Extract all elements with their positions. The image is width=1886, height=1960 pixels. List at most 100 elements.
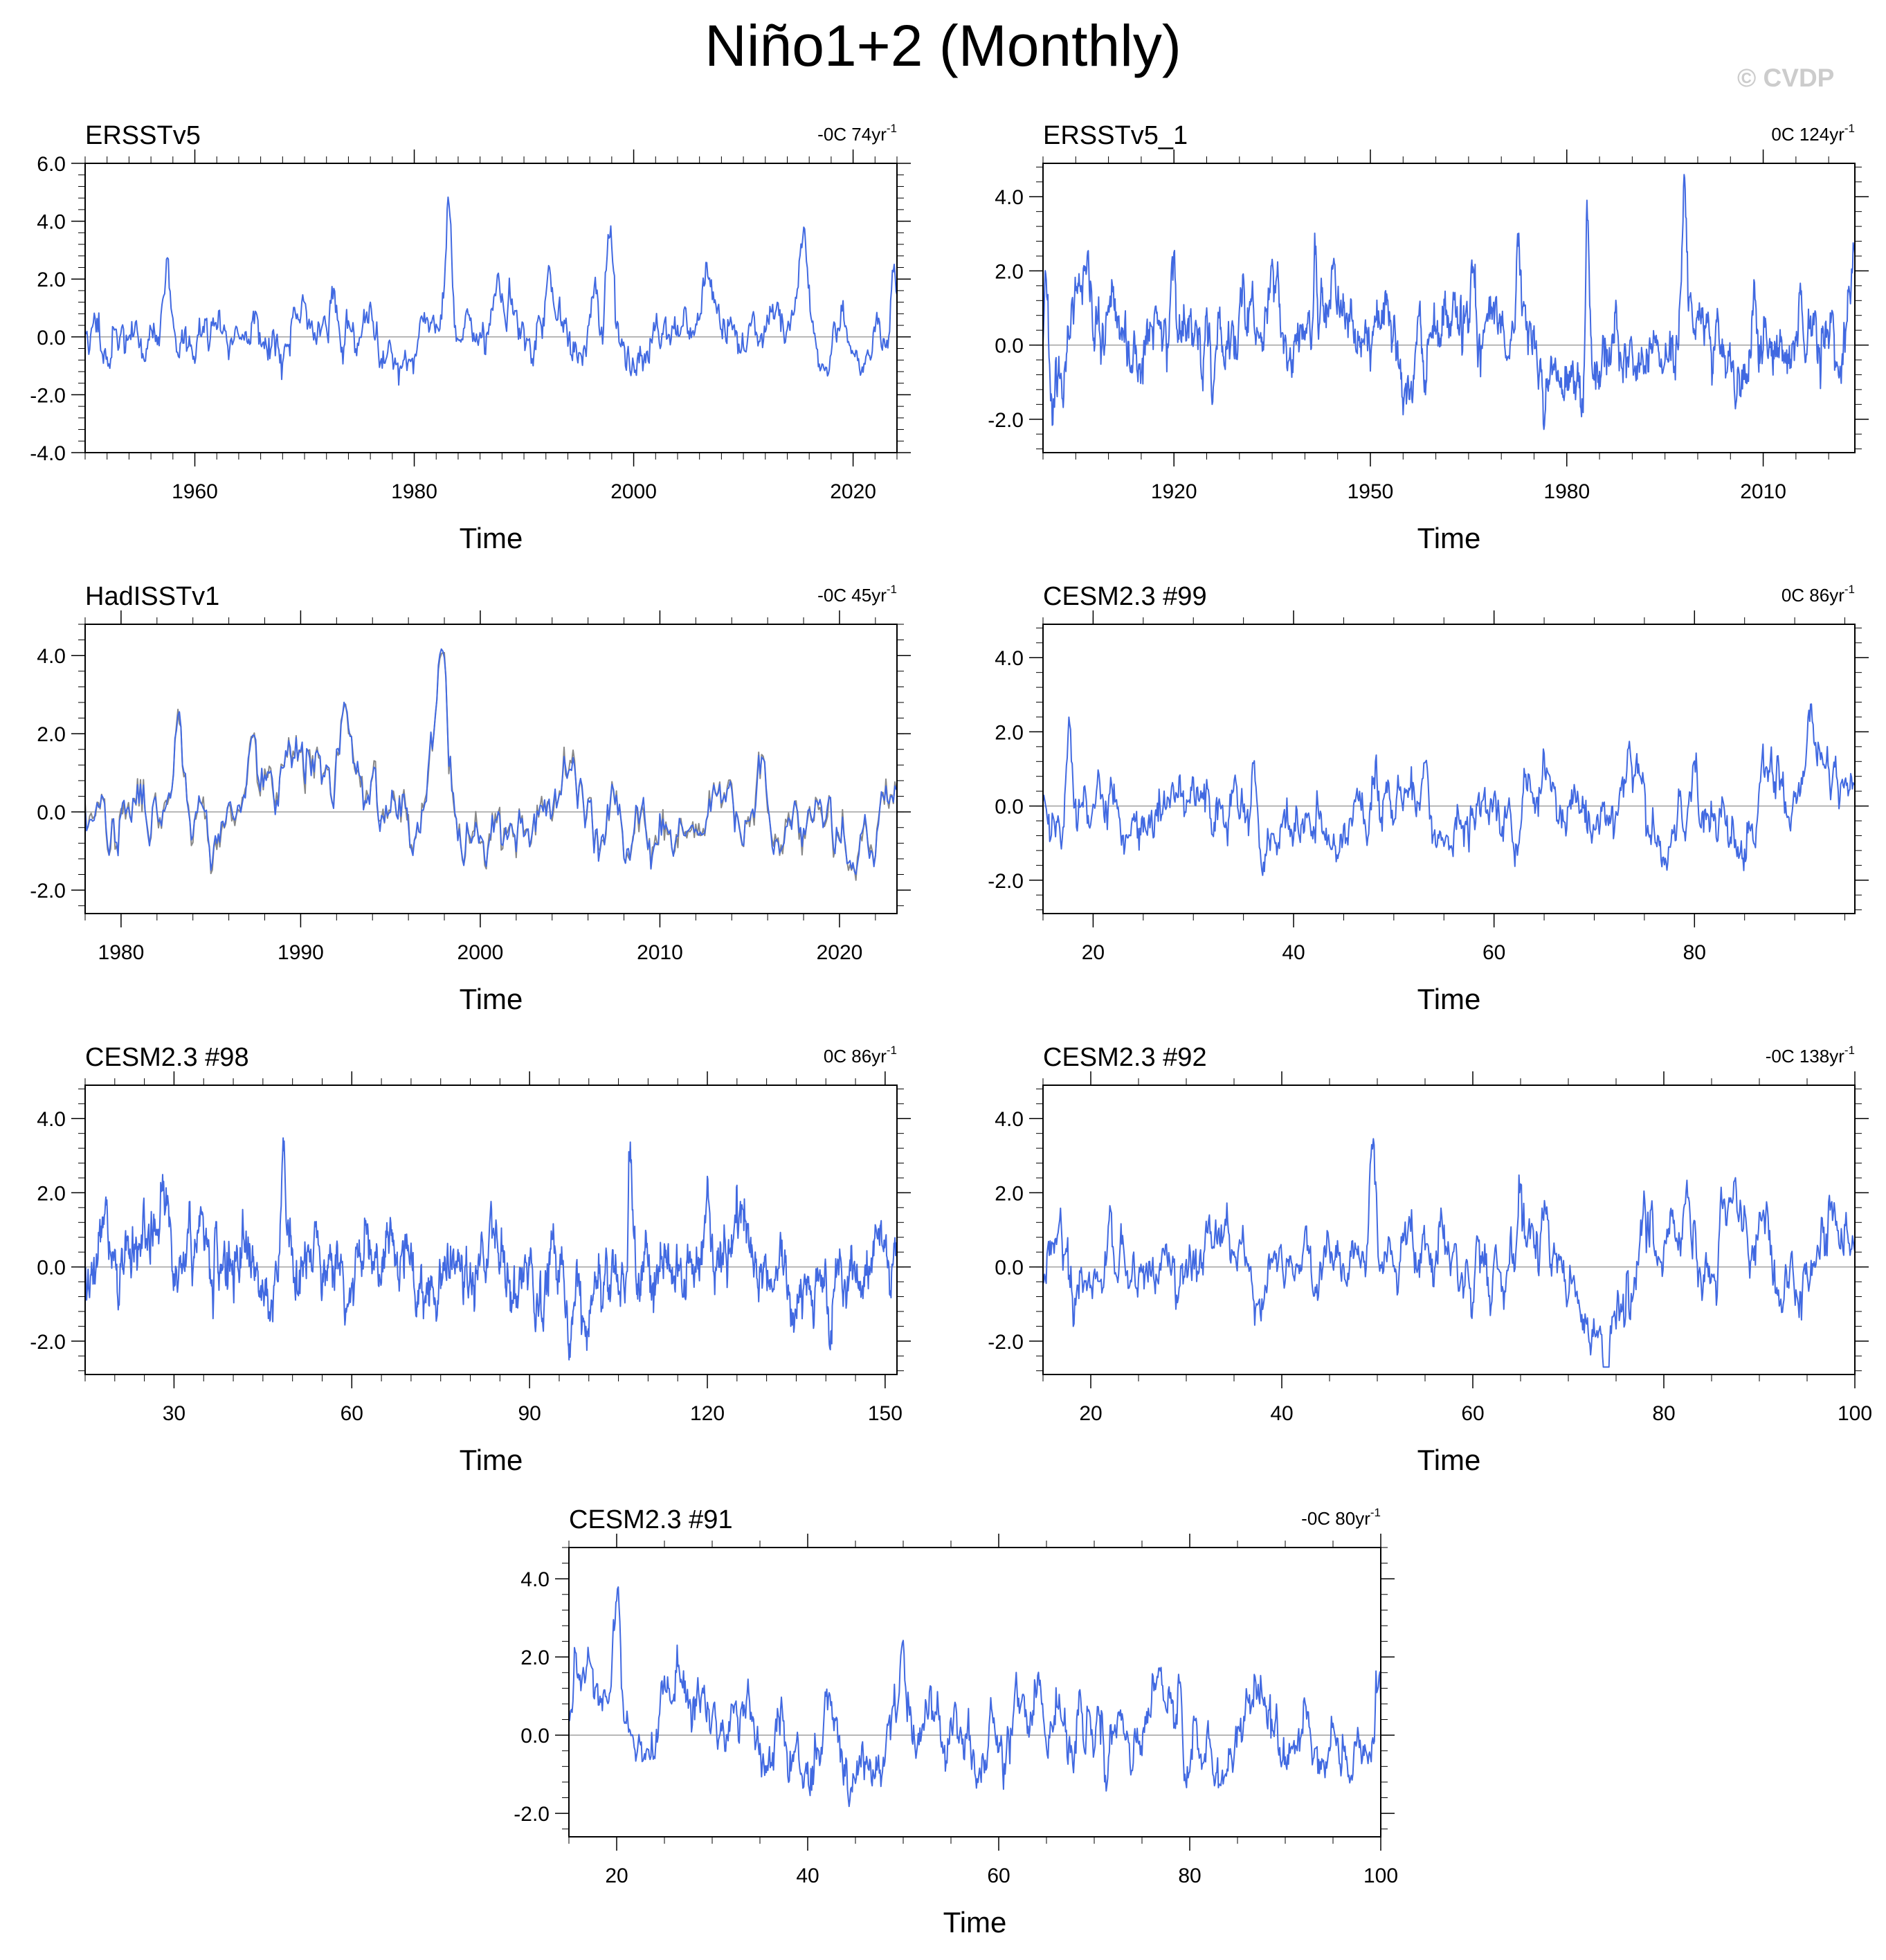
x-tick-label: 1980 — [1543, 480, 1590, 503]
x-axis-label: Time — [460, 1444, 523, 1476]
series-line — [84, 196, 898, 386]
plot-frame — [568, 1547, 1381, 1838]
x-tick-label: 1980 — [98, 941, 145, 964]
panel-stat-exponent: -1 — [1844, 122, 1855, 135]
x-tick-label: 2020 — [830, 480, 876, 503]
y-tick-label: 4.0 — [995, 186, 1024, 209]
panel-7: CESM2.3 #91 -0C 80yr-1 4.0 2.0 0.0 -2.0 20 40 60… — [514, 1505, 1398, 1939]
plot-frame — [1042, 624, 1856, 914]
y-tick-label: 2.0 — [995, 260, 1024, 283]
x-tick-label: 2010 — [637, 941, 683, 964]
y-tick-label: 2.0 — [995, 1182, 1024, 1205]
y-tick-label: 2.0 — [37, 723, 66, 746]
plot-frame — [1042, 163, 1856, 453]
y-tick-label: 0.0 — [37, 801, 66, 824]
series-line — [568, 1586, 1381, 1808]
y-tick-label: 0.0 — [995, 796, 1024, 819]
y-tick-label: 2.0 — [995, 721, 1024, 744]
panel-title: CESM2.3 #99 — [1043, 582, 1207, 611]
x-tick-label: 150 — [868, 1402, 903, 1425]
panel-stat-exponent: -1 — [1370, 1506, 1381, 1519]
y-tick-label: 0.0 — [995, 335, 1024, 358]
y-tick-label: 2.0 — [520, 1646, 550, 1669]
y-tick-label: 0.0 — [37, 1257, 66, 1280]
x-tick-label: 40 — [1282, 941, 1305, 964]
x-tick-label: 20 — [1082, 941, 1105, 964]
x-tick-label: 60 — [341, 1402, 363, 1425]
x-axis-label: Time — [1417, 1444, 1481, 1476]
y-tick-label: 4.0 — [995, 1108, 1024, 1131]
panel-6: CESM2.3 #92 -0C 138yr-1 4.0 2.0 0.0 -2.0 20 40 6… — [988, 1043, 1872, 1476]
y-tick-label: -2.0 — [514, 1803, 550, 1826]
panel-stat-exponent: -1 — [887, 583, 897, 596]
x-tick-label: 120 — [690, 1402, 725, 1425]
x-tick-label: 60 — [1482, 941, 1505, 964]
x-tick-label: 100 — [1363, 1864, 1398, 1887]
plot-frame — [84, 1085, 898, 1375]
panel-stat: -0C 138yr-1 — [1766, 1044, 1855, 1067]
panel-2: ERSSTv5_1 0C 124yr-1 4.0 2.0 0.0 -2.0 1920 1950… — [988, 121, 1869, 554]
series-line — [1042, 1138, 1856, 1368]
panel-5: CESM2.3 #98 0C 86yr-1 4.0 2.0 0.0 -2.0 30 60 90 1… — [30, 1043, 911, 1476]
y-tick-label: -4.0 — [30, 442, 66, 465]
x-tick-label: 1950 — [1348, 480, 1394, 503]
panel-stat: -0C 80yr-1 — [1301, 1506, 1381, 1529]
panel-3: HadISSTv1 -0C 45yr-1 4.0 2.0 0.0 -2.0 1980 1990… — [30, 582, 911, 1015]
y-tick-label: -2.0 — [988, 409, 1024, 432]
y-tick-label: 4.0 — [37, 1108, 66, 1131]
y-tick-label: 0.0 — [37, 327, 66, 350]
x-tick-label: 60 — [1461, 1402, 1484, 1425]
x-axis-label: Time — [460, 983, 523, 1015]
x-tick-label: 1960 — [172, 480, 218, 503]
x-tick-label: 90 — [518, 1402, 541, 1425]
series-line — [1042, 703, 1856, 876]
y-tick-label: -2.0 — [30, 384, 66, 407]
y-tick-label: 4.0 — [37, 645, 66, 668]
panel-stat-exponent: -1 — [1844, 583, 1855, 596]
y-tick-label: 4.0 — [520, 1568, 550, 1591]
y-tick-label: -2.0 — [988, 870, 1024, 893]
series-line — [1042, 174, 1856, 430]
panel-4: CESM2.3 #99 0C 86yr-1 4.0 2.0 0.0 -2.0 20 40 60 8… — [988, 582, 1869, 1015]
panel-title: CESM2.3 #98 — [85, 1043, 249, 1072]
panel-stat: 0C 86yr-1 — [824, 1044, 897, 1067]
panel-stat: 0C 124yr-1 — [1771, 122, 1855, 145]
x-tick-label: 20 — [605, 1864, 628, 1887]
x-tick-label: 1980 — [391, 480, 437, 503]
x-axis-label: Time — [943, 1906, 1007, 1939]
x-tick-label: 2020 — [817, 941, 863, 964]
panel-stat-exponent: -1 — [1844, 1044, 1855, 1057]
panel-title: CESM2.3 #92 — [1043, 1043, 1207, 1072]
y-tick-label: -2.0 — [30, 1331, 66, 1354]
x-axis-label: Time — [1417, 522, 1481, 554]
series-line — [84, 1137, 898, 1361]
plot-frame — [84, 163, 898, 453]
x-tick-label: 2010 — [1740, 480, 1786, 503]
x-tick-label: 40 — [1270, 1402, 1293, 1425]
panel-stat: 0C 86yr-1 — [1781, 583, 1855, 606]
x-tick-label: 40 — [796, 1864, 819, 1887]
x-tick-label: 2000 — [610, 480, 657, 503]
panel-stat-exponent: -1 — [887, 1044, 897, 1057]
panel-stat-exponent: -1 — [887, 122, 897, 135]
x-tick-label: 80 — [1178, 1864, 1201, 1887]
y-tick-label: 0.0 — [520, 1725, 550, 1748]
panel-stat: -0C 45yr-1 — [817, 583, 897, 606]
x-tick-label: 30 — [163, 1402, 185, 1425]
x-tick-label: 1920 — [1151, 480, 1197, 503]
y-tick-label: 2.0 — [37, 269, 66, 291]
x-tick-label: 100 — [1838, 1402, 1872, 1425]
y-tick-label: 2.0 — [37, 1182, 66, 1205]
figure-title: Niño1+2 (Monthly) — [705, 13, 1181, 78]
x-tick-label: 80 — [1683, 941, 1706, 964]
panel-title: ERSSTv5 — [85, 121, 201, 150]
panel-1: ERSSTv5 -0C 74yr-1 6.0 4.0 2.0 0.0 -2.0 -4.0 196… — [30, 121, 911, 554]
x-tick-label: 60 — [987, 1864, 1010, 1887]
x-axis-label: Time — [1417, 983, 1481, 1015]
panel-title: CESM2.3 #91 — [569, 1505, 733, 1534]
x-tick-label: 80 — [1652, 1402, 1675, 1425]
panel-stat: -0C 74yr-1 — [817, 122, 897, 145]
x-axis-label: Time — [460, 522, 523, 554]
plot-frame — [1042, 1085, 1856, 1375]
